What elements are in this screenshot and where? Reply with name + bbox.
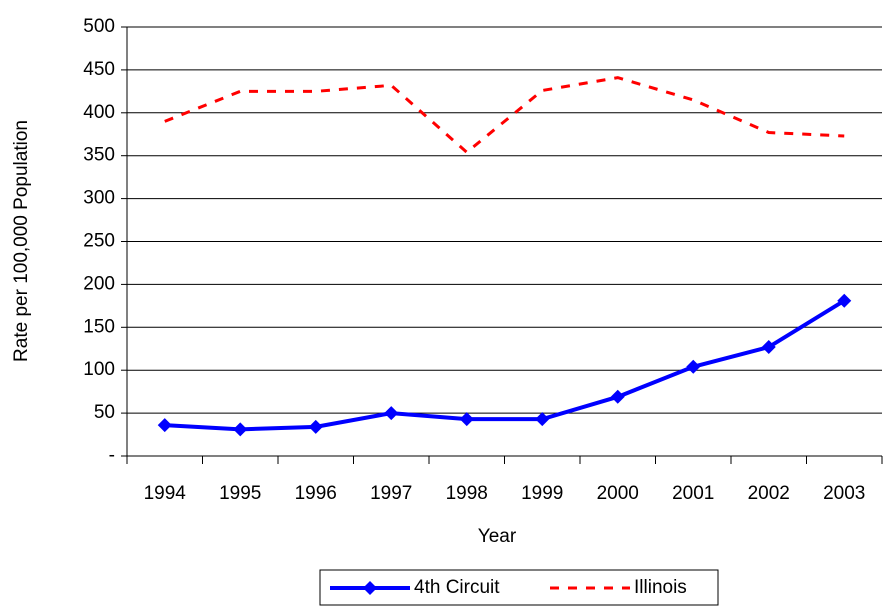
y-tick-label: - — [109, 445, 115, 466]
x-tick-label: 1996 — [295, 483, 337, 504]
x-tick-label: 1995 — [219, 483, 261, 504]
y-tick-label: 50 — [94, 402, 115, 423]
marker — [761, 340, 776, 355]
legend-marker — [363, 581, 377, 595]
y-axis-label: Rate per 100,000 Population — [11, 120, 32, 362]
legend-label: Illinois — [634, 577, 687, 598]
series-line — [164, 298, 846, 432]
y-tick-label: 100 — [83, 359, 115, 380]
marker — [610, 389, 625, 404]
y-tick-label: 350 — [83, 145, 115, 166]
y-tick-label: 300 — [83, 188, 115, 209]
y-tick-label: 500 — [83, 16, 115, 37]
marker — [308, 419, 323, 434]
marker — [233, 422, 248, 437]
marker — [837, 293, 852, 308]
x-tick-label: 2002 — [748, 483, 790, 504]
marker — [459, 412, 474, 427]
marker — [535, 412, 550, 427]
y-tick-label: 200 — [83, 273, 115, 294]
y-tick-label: 400 — [83, 102, 115, 123]
x-tick-label: 1994 — [144, 483, 187, 504]
marker — [686, 359, 701, 374]
x-tick-label: 1998 — [446, 483, 488, 504]
x-axis-label: Year — [478, 526, 517, 547]
y-tick-label: 150 — [83, 316, 115, 337]
x-tick-label: 2003 — [823, 483, 865, 504]
series-line — [164, 76, 845, 155]
x-tick-label: 2000 — [597, 483, 639, 504]
legend-label: 4th Circuit — [414, 577, 500, 598]
x-tick-label: 1999 — [521, 483, 563, 504]
marker — [384, 406, 399, 421]
y-tick-label: 250 — [83, 231, 115, 252]
y-tick-label: 450 — [83, 59, 115, 80]
x-tick-label: 1997 — [370, 483, 412, 504]
x-tick-label: 2001 — [672, 483, 714, 504]
marker — [157, 418, 172, 433]
